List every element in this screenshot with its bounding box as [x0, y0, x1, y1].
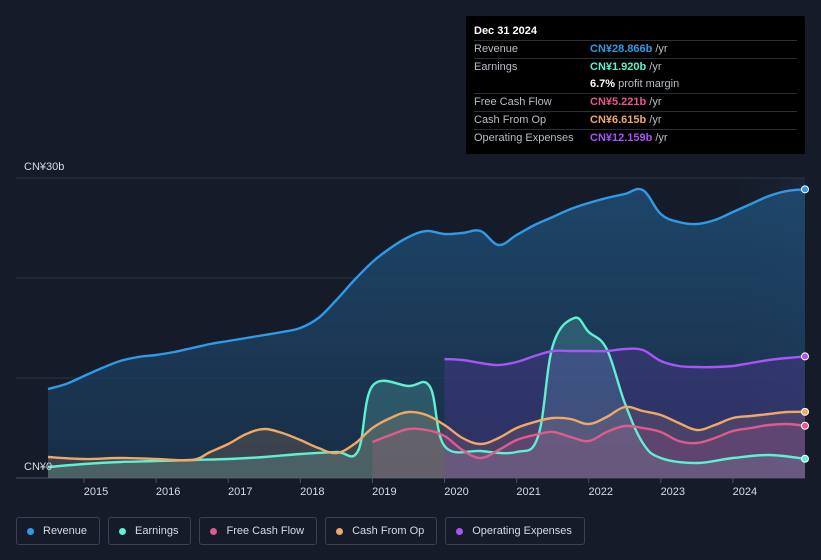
legend-item-earnings[interactable]: Earnings: [108, 517, 192, 545]
cash-from-op-endpoint: [801, 407, 809, 416]
chart: 2015 2016 2017 2018 2019 2020 2021 2022 2023 2024…: [16, 161, 809, 498]
legend-dot-icon: [210, 527, 218, 535]
tooltip-label: Operating Expenses: [474, 132, 574, 144]
legend-label: Earnings: [135, 525, 179, 537]
free-cash-flow-endpoint: [801, 421, 809, 430]
free-cash-flow-line: [371, 422, 806, 460]
tooltip-value: CN¥12.159b: [590, 132, 653, 144]
legend-item-revenue[interactable]: Revenue: [16, 517, 101, 545]
legend-dot-icon: [456, 527, 464, 535]
legend-dot-icon: [27, 527, 34, 535]
y-axis-zero-label: CN¥0: [24, 461, 52, 473]
tooltip-label: Free Cash Flow: [474, 96, 552, 108]
tooltip-unit: profit margin: [618, 78, 680, 90]
earnings-area: [48, 317, 805, 478]
legend-label: Operating Expenses: [472, 525, 572, 537]
tooltip-unit: /yr: [649, 114, 662, 126]
x-tick-label: 2016: [156, 486, 180, 498]
tooltip-value: 6.7%: [590, 78, 616, 90]
tooltip-row: 6.7% profit margin: [474, 76, 797, 93]
tooltip-row: Free Cash Flow CN¥5.221b/yr: [474, 93, 797, 111]
operating-expenses-area: [444, 348, 805, 478]
legend-label: Revenue: [43, 525, 88, 537]
x-tick-label: 2017: [228, 486, 252, 498]
tooltip-date: Dec 31 2024: [474, 25, 537, 37]
legend-item-cash-from-op[interactable]: Cash From Op: [325, 517, 438, 545]
tooltip-row: Revenue CN¥28.866b/yr: [474, 40, 797, 58]
tooltip-unit: /yr: [649, 61, 662, 73]
tooltip-label: [474, 76, 590, 93]
tooltip-value: CN¥6.615b: [590, 114, 647, 126]
earnings-endpoint: [801, 454, 809, 463]
revenue-area: [48, 188, 805, 479]
x-tick-label: 2022: [588, 486, 612, 498]
x-tick-label: 2015: [84, 486, 108, 498]
free-cash-flow-area: [372, 423, 805, 478]
tooltip-value: CN¥1.920b: [590, 61, 647, 73]
x-tick-label: 2023: [661, 486, 685, 498]
legend-dot-icon: [336, 527, 344, 535]
operating-expenses-endpoint: [801, 352, 809, 361]
tooltip-unit: /yr: [655, 132, 668, 144]
legend-item-free-cash-flow[interactable]: Free Cash Flow: [199, 517, 318, 545]
tooltip-row: Earnings CN¥1.920b/yr: [474, 58, 797, 76]
tooltip-row: Cash From Op CN¥6.615b/yr: [474, 111, 797, 129]
tooltip-value: CN¥5.221b: [590, 96, 647, 108]
legend: Revenue Earnings Free Cash Flow Cash From O…: [16, 517, 585, 545]
tooltip-unit: /yr: [649, 96, 662, 108]
revenue-endpoint: [801, 185, 809, 194]
tooltip-label: Cash From Op: [474, 114, 547, 126]
y-axis-top-label: CN¥30b: [24, 161, 64, 173]
tooltip-label: Revenue: [474, 43, 519, 55]
tooltip: Dec 31 2024 Revenue CN¥28.866b/yr Earnings…: [466, 16, 805, 154]
tooltip-value: CN¥28.866b: [590, 43, 653, 55]
legend-label: Free Cash Flow: [226, 525, 305, 537]
tooltip-unit: /yr: [655, 43, 668, 55]
legend-label: Cash From Op: [352, 525, 425, 537]
cash-from-op-area: [48, 406, 805, 478]
x-tick-label: 2021: [516, 486, 540, 498]
x-tick-label: 2019: [372, 486, 396, 498]
legend-dot-icon: [119, 527, 127, 535]
earnings-line: [47, 316, 806, 469]
revenue-line: [47, 187, 806, 391]
x-tick-label: 2018: [300, 486, 324, 498]
x-tick-label: 2020: [444, 486, 468, 498]
tooltip-label: Earnings: [474, 61, 518, 73]
x-tick-label: 2024: [733, 486, 757, 498]
legend-item-operating-expenses[interactable]: Operating Expenses: [445, 517, 585, 545]
tooltip-row: Operating Expenses CN¥12.159b/yr: [474, 129, 797, 147]
operating-expenses-line: [444, 347, 806, 369]
cash-from-op-line: [47, 405, 806, 462]
